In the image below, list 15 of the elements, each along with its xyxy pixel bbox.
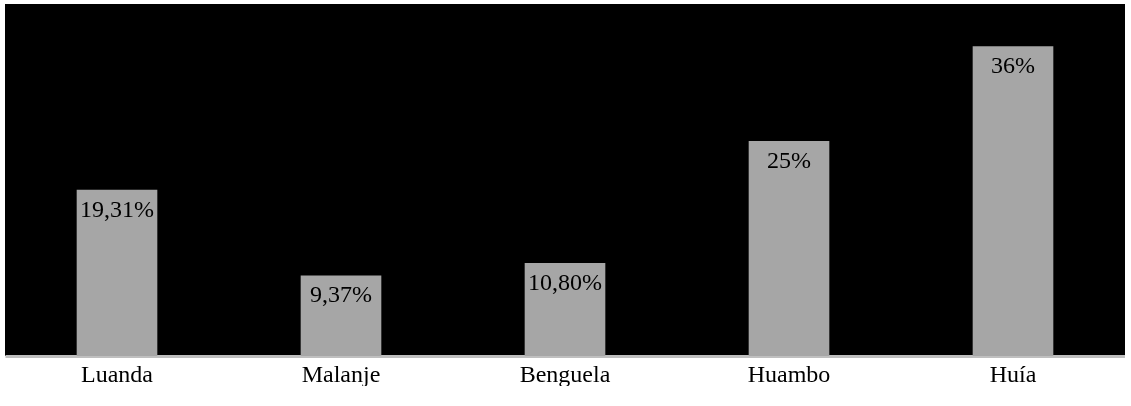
x-tick-label: Huambo	[747, 360, 831, 387]
data-label: 10,80%	[528, 269, 602, 296]
x-tick-label: Luanda	[81, 360, 154, 387]
data-label: 25%	[767, 146, 811, 173]
bar	[748, 140, 830, 356]
x-tick-label: Huía	[989, 360, 1037, 387]
bar	[972, 46, 1054, 356]
x-tick-label: Malanje	[301, 360, 381, 387]
bar	[300, 275, 382, 356]
bar	[524, 263, 606, 356]
data-label: 36%	[991, 52, 1035, 79]
data-label: 19,31%	[80, 195, 154, 222]
data-label: 9,37%	[310, 281, 372, 308]
x-tick-label: Benguela	[519, 360, 611, 387]
bar	[76, 189, 158, 356]
